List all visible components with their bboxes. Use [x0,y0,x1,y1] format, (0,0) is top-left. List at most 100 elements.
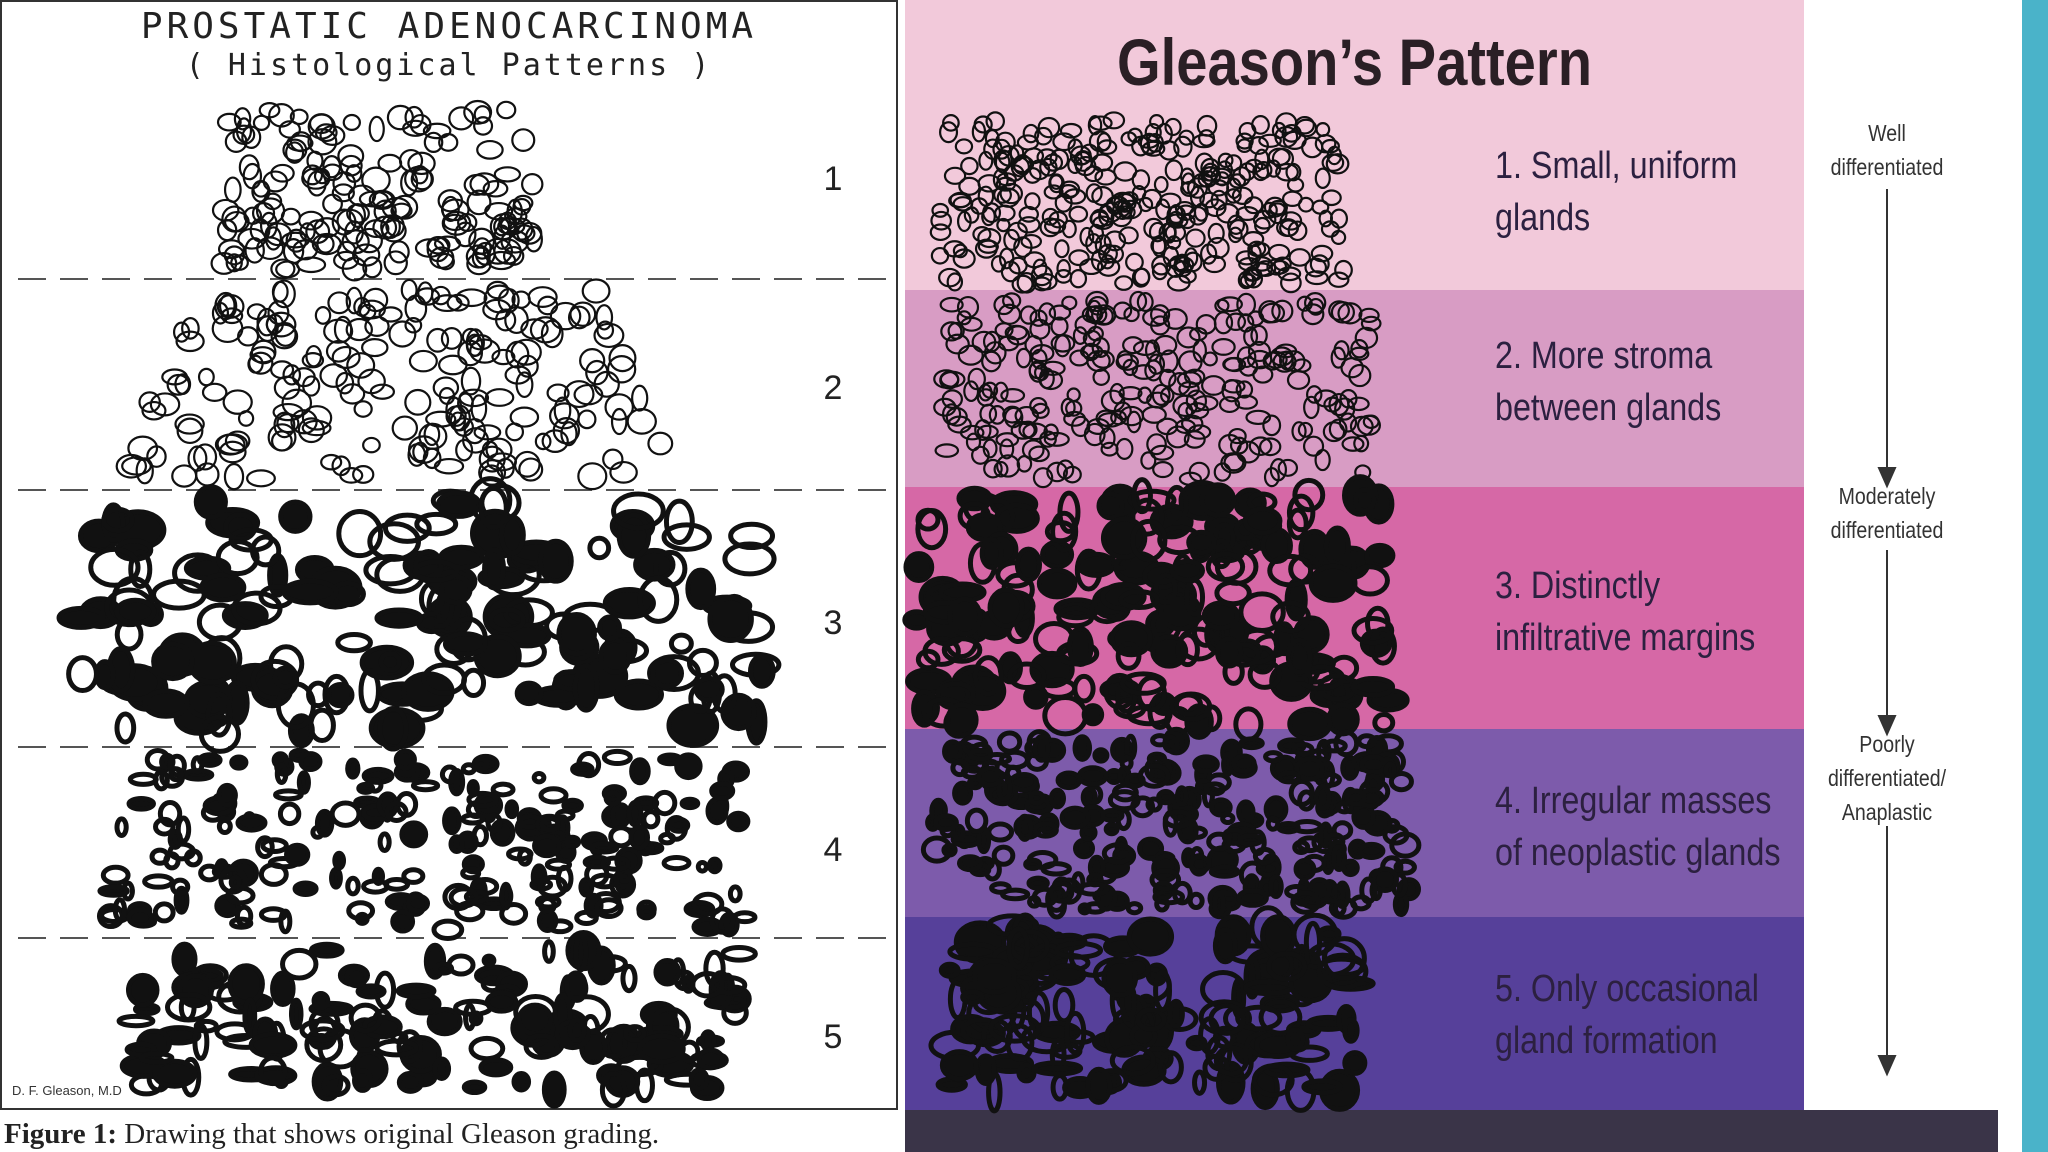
gland [504,799,520,820]
gland [1158,222,1177,243]
gland [384,800,409,823]
gland [368,115,385,143]
gland [976,765,1005,788]
gland [1038,367,1055,390]
gland [952,780,974,806]
gland [523,1033,560,1060]
gland [1364,542,1396,569]
gland [455,438,474,462]
gland [197,367,215,387]
gland [597,614,623,642]
arrow-head [1877,1055,1897,1077]
gland [211,198,240,222]
gland [1225,312,1247,331]
gland [628,824,651,851]
gland [66,655,99,694]
gland [453,417,474,437]
gland [1152,460,1174,479]
gland [201,382,228,403]
gland [167,753,187,778]
gland [258,906,288,923]
gland [1313,783,1332,811]
gland [947,596,983,637]
gland [1153,572,1178,606]
gland [304,1026,344,1064]
gland [1192,1069,1208,1096]
gland [1258,999,1303,1036]
gland [1183,430,1206,449]
gland [1072,734,1093,762]
gland [252,180,270,198]
gland [1247,310,1265,327]
gland [1031,1060,1084,1077]
gland [1135,1007,1167,1032]
gland [1203,781,1226,797]
gland [471,824,489,848]
gland [942,114,960,132]
gland [967,367,986,391]
gland [1214,298,1230,313]
gland [280,947,319,981]
gland [609,460,638,484]
gland [1037,302,1057,326]
gland [1207,222,1225,244]
scale-label: Poorly differentiated/Anaplastic [1816,727,1957,829]
gland [1046,461,1068,483]
gland [1069,145,1092,166]
gland [426,327,450,353]
gland [1201,375,1227,396]
gland [1254,216,1271,235]
gland [1338,412,1358,433]
gland [377,705,409,752]
gland [1185,228,1206,248]
gland [1068,249,1090,267]
gland [1252,210,1277,230]
gland [345,286,363,315]
gland [1279,211,1303,231]
gland [362,436,381,454]
gland [529,316,562,344]
gland [1031,402,1050,419]
gland [1085,183,1103,204]
gland [1146,433,1167,456]
signature: D. F. Gleason, M.D [12,1083,122,1098]
gland [1083,165,1104,183]
gland [1279,219,1299,237]
gland [490,781,516,798]
gland [1132,340,1158,357]
gland [482,547,507,591]
gland [593,370,620,398]
gland [1362,414,1380,429]
gland [1243,196,1264,215]
gland [327,291,352,315]
gland [1118,589,1160,611]
gland [696,1047,725,1071]
gland [346,203,370,224]
gland [1254,148,1270,171]
gland [476,139,504,160]
gland [281,578,339,606]
gland [112,897,128,923]
gland [667,816,691,834]
gland [296,256,327,274]
gland [116,1013,156,1029]
gland [1236,292,1257,317]
gland [1205,551,1246,583]
gland [1353,434,1370,453]
gland [709,975,748,996]
gland [1023,857,1043,871]
gland [1086,417,1111,435]
gland [390,909,416,934]
gland [1192,339,1207,363]
gland [1334,259,1353,281]
gland [1075,551,1117,578]
gland [720,945,758,963]
gland [1196,114,1218,137]
gland [1309,254,1330,274]
gland [146,445,167,468]
gland [332,171,357,196]
gland [1356,733,1378,750]
gland [1248,136,1269,155]
gland [1061,219,1077,239]
gland [637,575,680,624]
